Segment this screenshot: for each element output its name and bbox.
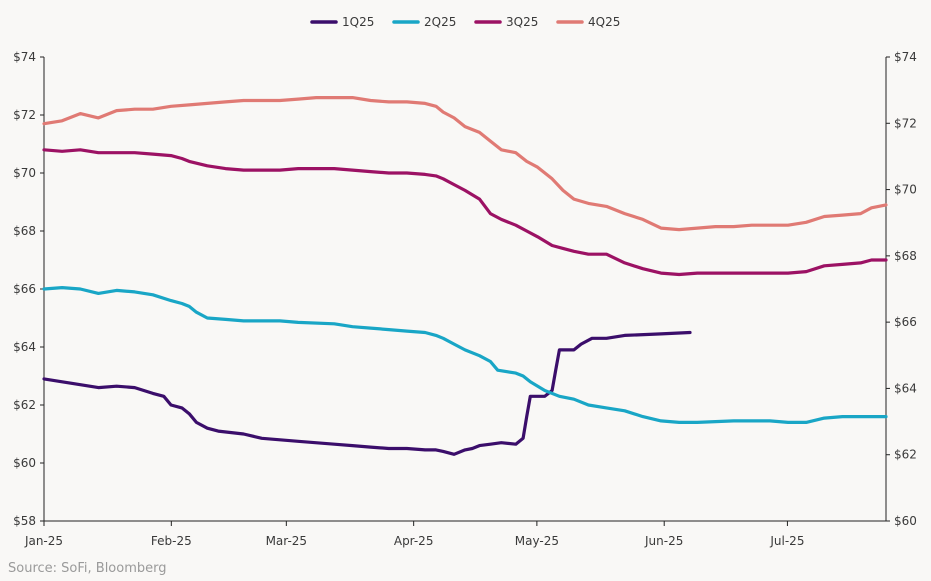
series-line-3q25 (42, 148, 888, 277)
series-layer (42, 95, 888, 456)
right-tick-label: $60 (894, 514, 917, 528)
series-line-2q25 (42, 286, 888, 424)
x-tick-label: Mar-25 (266, 534, 307, 548)
series-line-4q25 (42, 95, 888, 232)
left-tick-label: $74 (13, 50, 36, 64)
source-note: Source: SoFi, Bloomberg (8, 561, 167, 576)
x-tick-label: Jan-25 (24, 534, 63, 548)
left-tick-label: $66 (13, 282, 36, 296)
legend: 1Q25 2Q25 3Q25 4Q25 (310, 15, 620, 29)
legend-label-1q25: 1Q25 (342, 15, 374, 29)
legend-label-4q25: 4Q25 (588, 15, 620, 29)
x-tick-label: Feb-25 (151, 534, 192, 548)
left-tick-label: $62 (13, 398, 36, 412)
left-tick-label: $72 (13, 108, 36, 122)
right-tick-label: $72 (894, 116, 917, 130)
x-tick-label: Apr-25 (394, 534, 434, 548)
left-tick-label: $68 (13, 224, 36, 238)
left-tick-label: $60 (13, 456, 36, 470)
left-tick-label: $70 (13, 166, 36, 180)
right-tick-label: $74 (894, 50, 917, 64)
axes: $58 $60 $62 $64 $66 $68 $70 $72 $74 $60 $62 $64 $66 $… (13, 50, 917, 548)
right-tick-label: $68 (894, 249, 917, 263)
right-tick-label: $66 (894, 315, 917, 329)
right-tick-label: $64 (894, 381, 917, 395)
right-tick-label: $62 (894, 448, 917, 462)
left-tick-label: $64 (13, 340, 36, 354)
left-tick-label: $58 (13, 514, 36, 528)
x-tick-label: May-25 (515, 534, 559, 548)
right-tick-label: $70 (894, 183, 917, 197)
legend-label-2q25: 2Q25 (424, 15, 456, 29)
legend-label-3q25: 3Q25 (506, 15, 538, 29)
x-tick-label: Jul-25 (769, 534, 804, 548)
x-tick-label: Jun-25 (644, 534, 683, 548)
series-line-1q25 (42, 330, 692, 456)
